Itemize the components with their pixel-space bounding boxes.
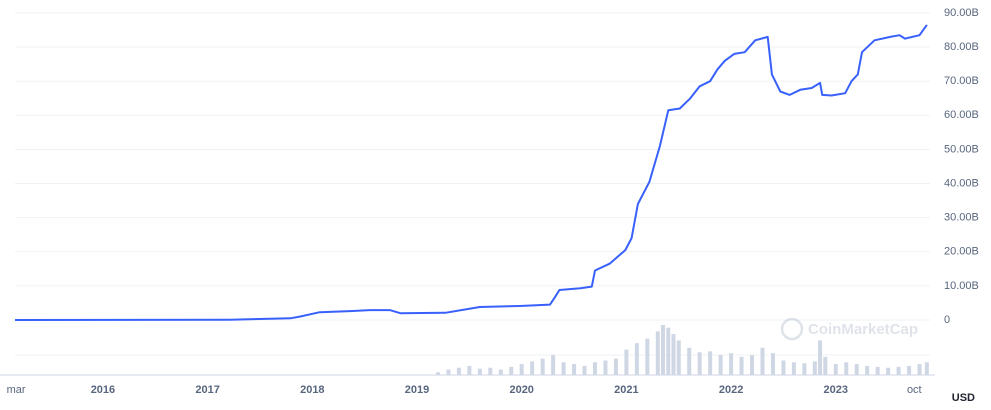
volume-bar (697, 352, 702, 375)
x-tick-label: 2019 (405, 384, 429, 396)
volume-bar (540, 358, 545, 375)
volume-bar (477, 368, 482, 375)
volume-bar (613, 358, 618, 375)
volume-bar (456, 367, 461, 375)
volume-bar (791, 362, 796, 375)
plot: 0 10.00B 20.00B 30.00B 40.00B 50.00B 60.00B 70.… (0, 7, 979, 396)
x-tick-label: 2018 (300, 384, 324, 396)
y-tick-label: 0 (944, 314, 950, 326)
x-tick-label: 2021 (614, 384, 638, 396)
volume-bar (572, 364, 577, 375)
volume-bar (603, 360, 608, 375)
volume-bar (875, 366, 880, 375)
volume-bar (708, 351, 713, 375)
watermark: CoinMarketCap (780, 317, 918, 341)
x-tick-label: mar (7, 384, 26, 396)
y-tick-label: 50.00B (944, 143, 979, 155)
watermark-logo (780, 317, 804, 341)
volume-bar (645, 338, 650, 375)
y-tick-label: 30.00B (944, 212, 979, 224)
volume-bar (509, 366, 514, 375)
volume-bar (823, 356, 828, 375)
volume-bar (671, 334, 676, 375)
volume-bar (812, 361, 817, 375)
volume-bar (530, 361, 535, 375)
watermark-text: CoinMarketCap (808, 321, 918, 338)
volume-bar (781, 360, 786, 375)
volume-bar (519, 364, 524, 375)
currency-label: USD (952, 392, 975, 404)
volume-bar (886, 367, 891, 375)
volume-bar (551, 355, 556, 375)
volume-bar (661, 325, 666, 375)
volume-bar (624, 349, 629, 375)
volume-bar (865, 365, 870, 375)
y-tick-label: 10.00B (944, 280, 979, 292)
volume-bar (844, 362, 849, 375)
volume-bar (561, 362, 566, 375)
x-tick-label: 2022 (719, 384, 743, 396)
y-tick-label: 20.00B (944, 246, 979, 258)
volume-bar (498, 369, 503, 375)
volume-bar (655, 331, 660, 375)
volume-bar (818, 340, 823, 375)
volume-bar (687, 347, 692, 375)
y-tick-label: 40.00B (944, 177, 979, 189)
volume-bar (917, 364, 922, 375)
volume-bar (896, 366, 901, 375)
x-tick-label: oct (907, 384, 922, 396)
x-tick-label: 2020 (509, 384, 533, 396)
volume-bar (718, 355, 723, 375)
volume-bar (750, 355, 755, 375)
volume-bar (729, 353, 734, 375)
volume-bar (833, 364, 838, 375)
volume-bar (592, 362, 597, 375)
volume-bar (634, 343, 639, 375)
volume-bar (907, 365, 912, 375)
volume-bar (854, 364, 859, 375)
y-tick-label: 60.00B (944, 109, 979, 121)
x-tick-label: 2017 (195, 384, 219, 396)
volume-bar (770, 353, 775, 375)
y-tick-label: 70.00B (944, 75, 979, 87)
volume-bar (467, 365, 472, 375)
volume-bar (739, 356, 744, 375)
volume-bar (582, 365, 587, 375)
volume-bar (802, 363, 807, 375)
volume-bar (676, 340, 681, 375)
volume-bar (488, 367, 493, 375)
line (14, 24, 928, 321)
volume-bar (760, 347, 765, 375)
volume-bar (924, 362, 929, 375)
y-tick-label: 90.00B (944, 7, 979, 19)
x-tick-label: 2016 (91, 384, 115, 396)
volume-bar (435, 372, 440, 375)
volume-bar (666, 327, 671, 375)
x-tick-label: 2023 (824, 384, 848, 396)
volume-bar (446, 369, 451, 375)
y-tick-label: 80.00B (944, 41, 979, 53)
